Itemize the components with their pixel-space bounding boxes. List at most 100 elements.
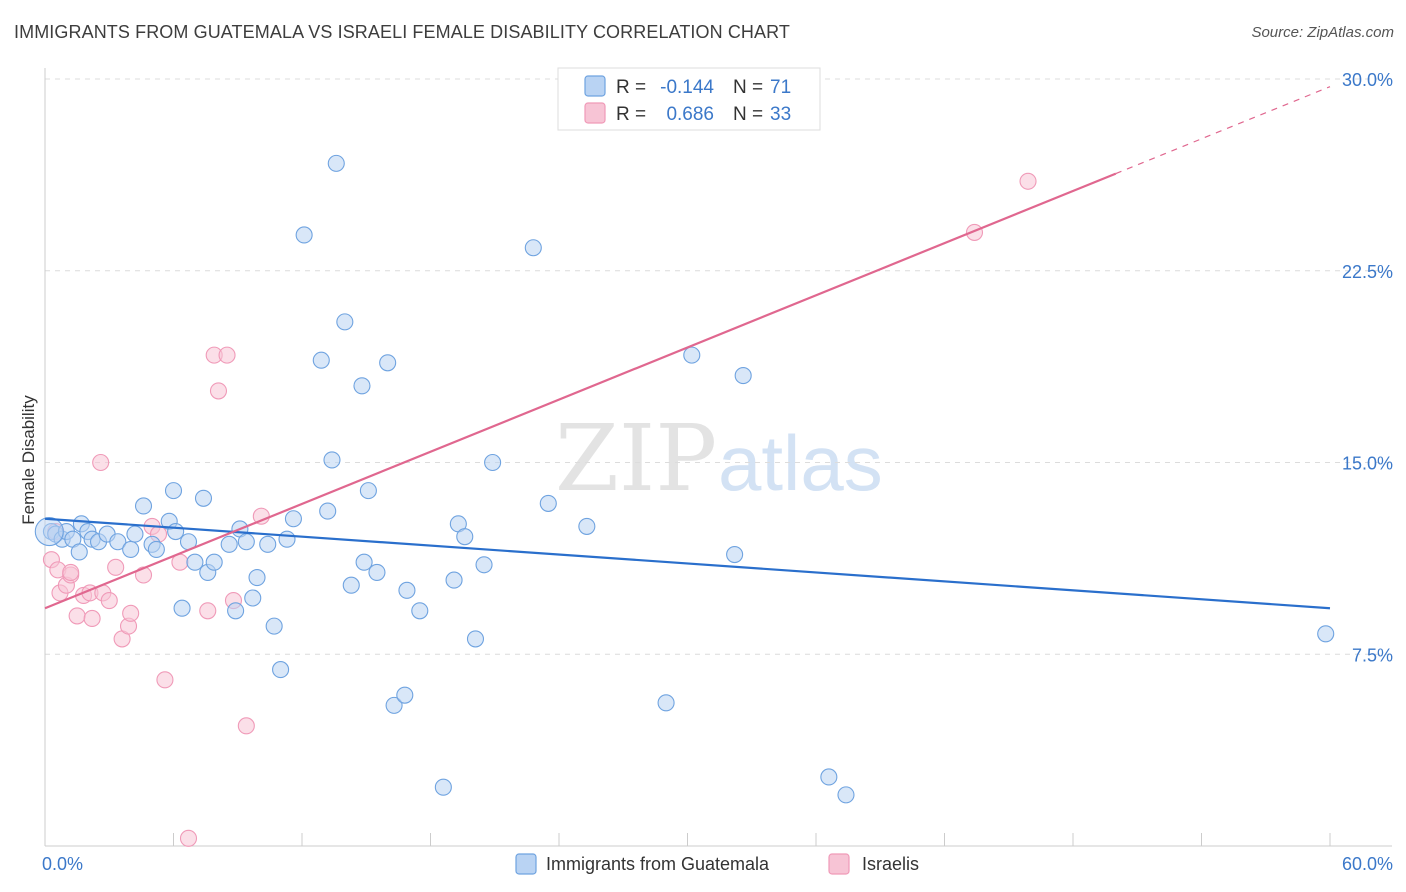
y-tick-label: 15.0%	[1342, 454, 1393, 474]
chart-title: IMMIGRANTS FROM GUATEMALA VS ISRAELI FEM…	[14, 22, 791, 42]
legend-n-label-pink: N =	[733, 104, 763, 125]
guatemala-point	[319, 502, 337, 520]
legend-r-value-blue: -0.144	[660, 77, 714, 98]
guatemala-point	[820, 768, 838, 786]
x-tick-label: 60.0%	[1342, 854, 1393, 874]
guatemala-point	[456, 528, 474, 546]
bottom-legend-swatch-pink	[828, 853, 850, 875]
y-tick-label: 30.0%	[1342, 70, 1393, 90]
guatemala-point	[323, 451, 341, 469]
guatemala-point	[368, 563, 386, 581]
watermark-zip: ZIP	[555, 405, 717, 512]
guatemala-point	[342, 576, 360, 594]
legend-n-value-pink: 33	[770, 104, 791, 125]
guatemala-point	[578, 517, 596, 535]
legend-n-label-blue: N =	[733, 77, 763, 98]
guatemala-point	[237, 533, 255, 551]
guatemala-point	[475, 556, 493, 574]
legend-swatch-blue	[584, 75, 606, 97]
guatemala-point	[434, 778, 452, 796]
israelis-point	[1019, 172, 1037, 190]
bottom-legend-label-blue: Immigrants from Guatemala	[546, 854, 770, 874]
guatemala-point	[398, 581, 416, 599]
legend-r-label-blue: R =	[616, 77, 646, 98]
guatemala-point	[248, 568, 266, 587]
guatemala-point	[379, 354, 397, 372]
israelis-trend-line	[44, 172, 1117, 610]
guatemala-cluster-point	[34, 516, 64, 547]
guatemala-point	[244, 589, 262, 607]
axes	[44, 68, 1392, 847]
israelis-point	[92, 453, 110, 472]
guatemala-point	[173, 599, 191, 617]
guatemala-point	[445, 571, 463, 589]
guatemala-point	[466, 630, 485, 648]
israelis-point	[237, 717, 255, 735]
guatemala-point	[284, 510, 302, 528]
israelis-point	[100, 592, 118, 610]
bottom-legend-swatch-blue	[515, 853, 537, 875]
guatemala-point	[1317, 625, 1335, 643]
guatemala-point	[220, 535, 238, 553]
tick-labels: 7.5% 15.0% 22.5% 30.0% 0.0% 60.0%	[42, 70, 1393, 874]
y-tick-label: 22.5%	[1342, 262, 1393, 282]
israelis-point	[199, 602, 217, 620]
israelis-point	[179, 829, 198, 847]
legend-r-label-pink: R =	[616, 104, 646, 125]
guatemala-point	[147, 540, 165, 558]
guatemala-point	[524, 239, 542, 257]
guatemala-point	[167, 522, 185, 541]
guatemala-point	[259, 535, 277, 553]
guatemala-point	[327, 154, 345, 172]
legend-n-value-blue: 71	[770, 77, 791, 98]
guatemala-point	[278, 530, 296, 548]
legend-r-value-pink: 0.686	[666, 104, 714, 125]
x-ticks	[44, 833, 1331, 846]
israelis-point	[209, 382, 228, 400]
guatemala-point	[126, 525, 144, 543]
y-tick-label: 7.5%	[1352, 645, 1393, 665]
guatemala-point	[683, 346, 701, 364]
guatemala-point	[312, 351, 330, 369]
guatemala-point	[355, 553, 373, 571]
guatemala-point	[265, 617, 283, 635]
guatemala-point	[272, 661, 290, 679]
guatemala-point	[353, 377, 371, 395]
israelis-point	[122, 604, 140, 622]
israelis-point	[156, 671, 174, 689]
series-israelis-points	[42, 172, 1037, 847]
israelis-trend-extension	[1115, 86, 1331, 175]
guatemala-point	[194, 489, 213, 507]
legend-swatch-pink	[584, 102, 606, 124]
bottom-legend: Immigrants from Guatemala Israelis	[515, 853, 919, 875]
guatemala-trend-line	[44, 517, 1331, 610]
guatemala-point	[396, 686, 414, 704]
israelis-point	[107, 558, 125, 576]
bottom-legend-label-pink: Israelis	[862, 854, 919, 874]
guatemala-point	[484, 453, 502, 472]
guatemala-point	[295, 226, 313, 244]
gridlines	[45, 78, 1392, 655]
guatemala-point	[726, 545, 744, 564]
guatemala-point	[109, 533, 127, 551]
israelis-point	[83, 609, 101, 628]
israelis-point	[218, 346, 236, 364]
guatemala-point	[205, 553, 223, 571]
israelis-point	[68, 607, 86, 625]
guatemala-point	[336, 313, 354, 331]
source-label: Source: ZipAtlas.com	[1251, 24, 1394, 41]
israelis-point	[62, 563, 80, 581]
guatemala-point	[359, 482, 377, 500]
guatemala-point	[186, 553, 204, 571]
trend-lines	[44, 86, 1331, 610]
guatemala-point	[837, 786, 855, 804]
x-tick-label: 0.0%	[42, 854, 83, 874]
guatemala-point	[70, 543, 88, 561]
guatemala-point	[164, 482, 183, 500]
y-axis-label: Female Disability	[19, 395, 38, 525]
guatemala-point	[227, 602, 245, 620]
series-guatemala-points	[34, 154, 1335, 804]
guatemala-point	[539, 494, 557, 512]
guatemala-point	[134, 497, 153, 515]
